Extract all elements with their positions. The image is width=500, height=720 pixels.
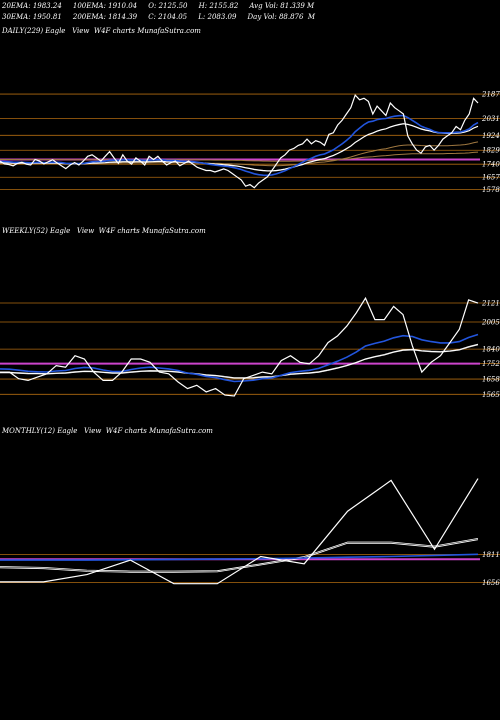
monthly-ytick-label: 1811	[482, 551, 500, 559]
header-line-2: 30EMA: 1950.81 200EMA: 1814.39 C: 2104.0…	[2, 13, 316, 21]
monthly-price-line	[0, 478, 479, 585]
weekly-ema-band-lower	[0, 344, 479, 379]
weekly-ema-fast-line	[0, 333, 479, 383]
daily-ytick-label: 2031	[481, 115, 500, 123]
daily-ytick-label: 1924	[482, 132, 500, 140]
weekly-price-line	[0, 296, 479, 397]
monthly-ytick-label: 1656	[482, 579, 500, 587]
daily-title: DAILY(229) Eagle View W4F charts MunafaS…	[2, 27, 201, 35]
daily-price-line	[0, 93, 479, 189]
header-line-1: 20EMA: 1983.24 100EMA: 1910.04 O: 2125.5…	[2, 2, 315, 10]
weekly-ytick-label: 1840	[482, 346, 500, 354]
daily-ytick-label: 1578	[482, 186, 500, 194]
monthly-ema-band-lower	[0, 539, 479, 573]
daily-ema200-line	[0, 151, 479, 162]
monthly-ema-band-upper	[0, 538, 479, 572]
monthly-title: MONTHLY(12) Eagle View W4F charts Munafa…	[2, 427, 213, 435]
daily-ytick-label: 1740	[482, 161, 500, 169]
weekly-ytick-label: 1658	[482, 376, 500, 384]
weekly-ytick-label: 1752	[482, 360, 500, 368]
monthly-ema-fast-line	[0, 553, 479, 561]
weekly-ytick-label: 2005	[481, 319, 500, 327]
weekly-ema-band-upper	[0, 343, 479, 378]
weekly-ytick-label: 1565	[482, 391, 500, 399]
daily-ytick-label: 2187	[481, 91, 500, 99]
weekly-ytick-label: 2121	[481, 299, 500, 307]
weekly-title: WEEKLY(52) Eagle View W4F charts MunafaS…	[2, 227, 206, 235]
daily-ytick-label: 1829	[482, 147, 500, 155]
daily-ytick-label: 1657	[482, 174, 500, 182]
